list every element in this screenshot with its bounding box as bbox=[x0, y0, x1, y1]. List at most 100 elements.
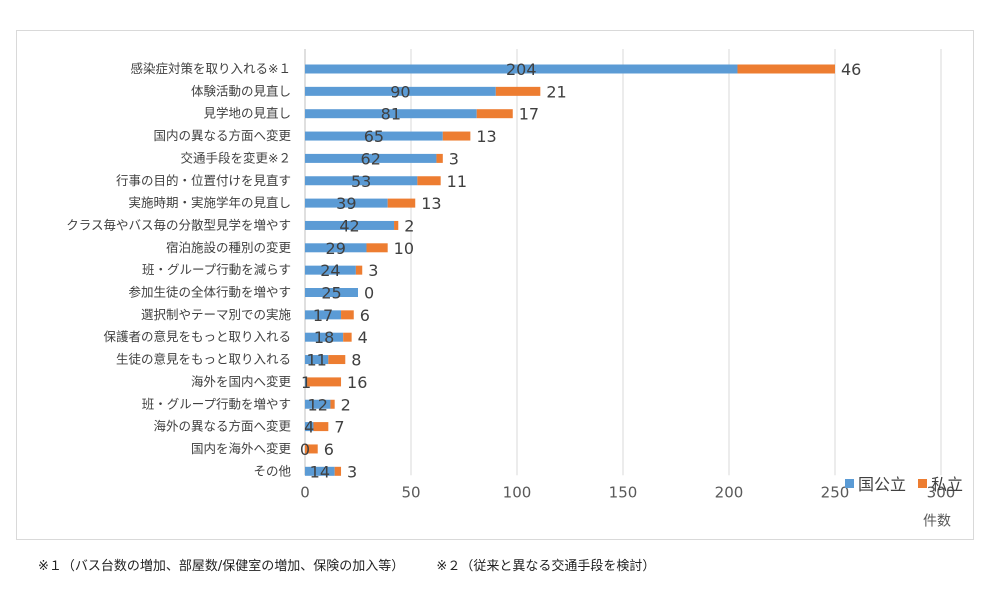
data-label-private: 16 bbox=[347, 373, 367, 392]
category-label: 海外を国内へ変更 bbox=[191, 374, 292, 389]
data-label-public: 25 bbox=[321, 284, 341, 303]
footnote-2: ※２（従来と異なる交通手段を検討） bbox=[436, 559, 656, 574]
x-tick-label: 100 bbox=[503, 483, 532, 501]
data-label-public: 12 bbox=[308, 395, 328, 414]
data-label-public: 53 bbox=[351, 172, 371, 191]
x-tick-label: 50 bbox=[401, 483, 420, 501]
bar-private bbox=[417, 176, 441, 186]
data-label-private: 46 bbox=[841, 60, 861, 79]
bar-public bbox=[305, 131, 443, 141]
category-label: 保護者の意見をもっと取り入れる bbox=[103, 329, 291, 344]
x-axis-title: 件数 bbox=[923, 513, 951, 529]
category-label: 宿泊施設の種別の変更 bbox=[166, 240, 292, 255]
data-label-public: 65 bbox=[364, 127, 384, 146]
bar-public bbox=[305, 220, 395, 230]
category-label: クラス毎やバス毎の分散型見学を増やす bbox=[66, 217, 291, 232]
bar-private bbox=[305, 444, 318, 454]
bar-public bbox=[305, 377, 308, 387]
data-label-private: 6 bbox=[324, 440, 334, 459]
legend-label-public: 国公立 bbox=[858, 475, 907, 494]
bar-private bbox=[330, 399, 335, 409]
data-label-public: 14 bbox=[310, 462, 330, 481]
data-label-private: 11 bbox=[447, 172, 467, 191]
data-label-public: 42 bbox=[339, 216, 359, 235]
legend-label-private: 私立 bbox=[931, 475, 964, 494]
category-label: 海外の異なる方面へ変更 bbox=[153, 419, 291, 434]
bar-public bbox=[305, 399, 331, 409]
bar-public bbox=[305, 310, 342, 320]
data-label-private: 3 bbox=[449, 149, 459, 168]
legend-swatch-public bbox=[845, 478, 854, 488]
data-label-private: 2 bbox=[341, 395, 351, 414]
category-label: 班・グループ行動を減らす bbox=[142, 262, 291, 277]
x-tick-label: 0 bbox=[300, 483, 310, 501]
data-label-private: 17 bbox=[519, 105, 539, 124]
bar-private bbox=[355, 265, 363, 275]
bar-private bbox=[307, 377, 342, 387]
data-label-private: 8 bbox=[351, 351, 361, 370]
bar-private bbox=[737, 64, 835, 74]
bar-public bbox=[305, 355, 329, 365]
bar-public bbox=[305, 265, 356, 275]
legend-item-private: 私立 bbox=[918, 471, 963, 495]
category-label: 行事の目的・位置付けを見直す bbox=[116, 173, 291, 188]
bar-public bbox=[305, 64, 738, 74]
category-label: 参加生徒の全体行動を増やす bbox=[128, 285, 291, 300]
data-label-private: 0 bbox=[364, 284, 374, 303]
x-tick-label: 200 bbox=[715, 483, 744, 501]
footnote-1: ※１（バス台数の増加、部屋数/保健室の増加、保険の加入等） bbox=[38, 559, 405, 574]
data-label-private: 2 bbox=[404, 216, 414, 235]
category-label: 国内の異なる方面へ変更 bbox=[153, 128, 291, 143]
category-label: 選択制やテーマ別での実施 bbox=[141, 307, 292, 322]
bar-private bbox=[476, 109, 513, 119]
bar-private bbox=[436, 153, 443, 163]
data-label-public: 11 bbox=[306, 351, 326, 370]
bar-public bbox=[305, 466, 335, 476]
bar-public bbox=[305, 153, 437, 163]
data-label-public: 29 bbox=[326, 239, 346, 258]
bar-private bbox=[334, 466, 342, 476]
data-label-public: 0 bbox=[300, 440, 310, 459]
data-label-private: 6 bbox=[360, 306, 370, 325]
data-label-public: 24 bbox=[320, 261, 340, 280]
category-label: 生徒の意見をもっと取り入れる bbox=[116, 352, 291, 367]
category-label: 交通手段を変更※２ bbox=[181, 150, 291, 165]
category-label: 体験活動の見直し bbox=[191, 83, 291, 98]
category-label: その他 bbox=[253, 463, 291, 478]
chart-legend: 国公立 私立 bbox=[845, 471, 969, 495]
data-label-private: 21 bbox=[546, 82, 566, 101]
data-label-private: 3 bbox=[347, 462, 357, 481]
bar-private bbox=[394, 220, 399, 230]
data-label-private: 13 bbox=[421, 194, 441, 213]
data-label-private: 4 bbox=[358, 328, 368, 347]
bar-public bbox=[305, 243, 367, 253]
bar-public bbox=[305, 176, 418, 186]
x-tick-label: 300 bbox=[927, 483, 956, 501]
bar-private bbox=[387, 198, 416, 208]
data-label-public: 4 bbox=[304, 418, 314, 437]
data-label-private: 3 bbox=[368, 261, 378, 280]
bar-public bbox=[305, 109, 477, 119]
data-label-private: 13 bbox=[476, 127, 496, 146]
bar-public bbox=[305, 422, 314, 432]
data-label-public: 90 bbox=[390, 82, 410, 101]
data-label-public: 17 bbox=[313, 306, 333, 325]
chart-frame: 0 50 100 150 200 250 300 件数 感染症対策を取り入れる※１ 204 46 体験… bbox=[16, 30, 974, 540]
category-label: 見学地の見直し bbox=[203, 106, 291, 121]
bar-public bbox=[305, 288, 358, 297]
bar-private bbox=[313, 422, 329, 432]
bar-private bbox=[341, 310, 354, 320]
category-label: 国内を海外へ変更 bbox=[191, 441, 292, 456]
bar-public bbox=[305, 198, 388, 208]
legend-item-public: 国公立 bbox=[845, 471, 906, 495]
data-label-private: 7 bbox=[334, 418, 344, 437]
bar-private bbox=[343, 332, 352, 342]
data-label-public: 81 bbox=[381, 105, 401, 124]
category-label: 班・グループ行動を増やす bbox=[142, 396, 291, 411]
x-tick-label: 150 bbox=[609, 483, 638, 501]
bar-private bbox=[495, 86, 541, 96]
data-label-public: 18 bbox=[314, 328, 334, 347]
data-label-public: 39 bbox=[336, 194, 356, 213]
footnotes: ※１（バス台数の増加、部屋数/保健室の増加、保険の加入等） ※２（従来と異なる交… bbox=[38, 555, 683, 574]
